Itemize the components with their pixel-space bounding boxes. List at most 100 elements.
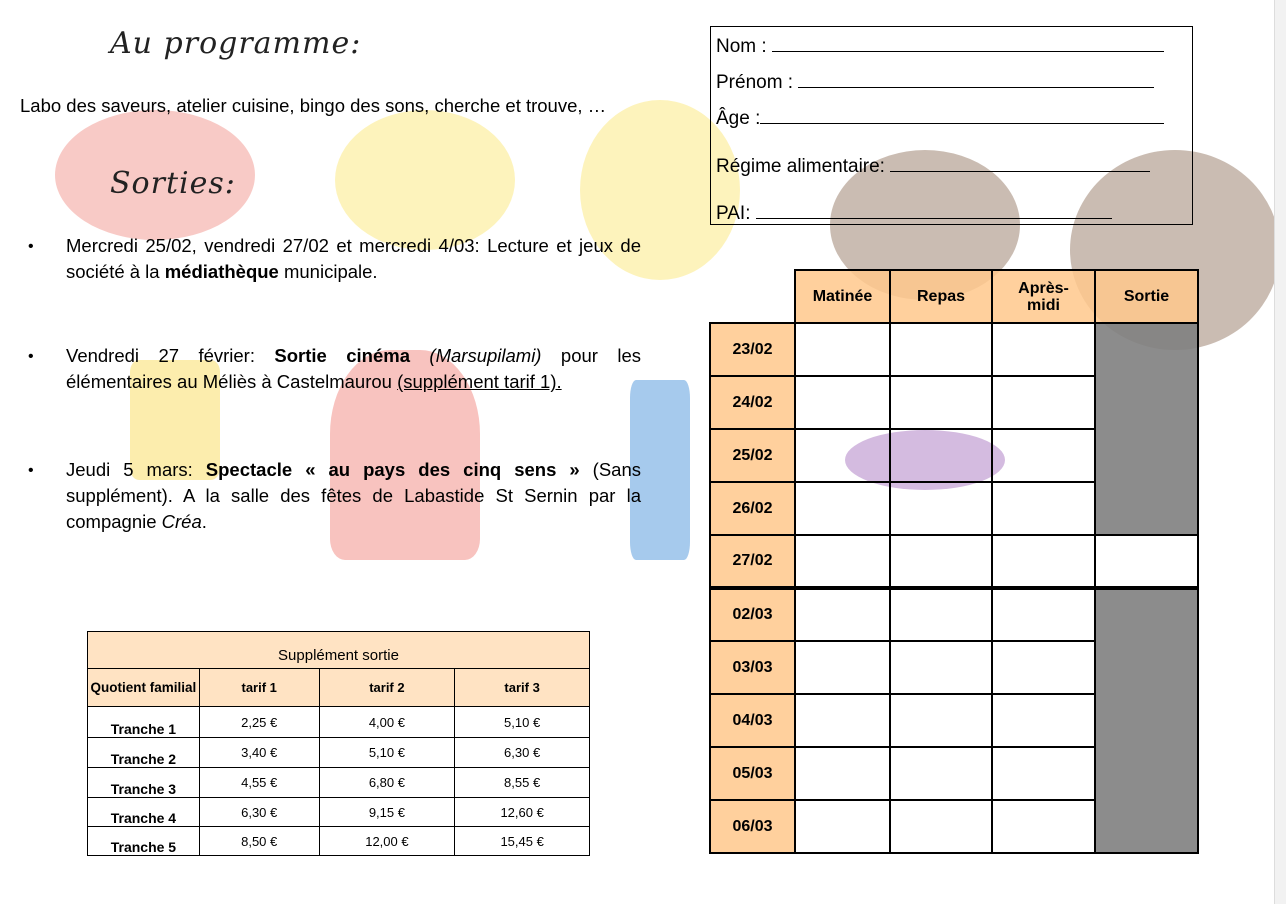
- checkbox-cell[interactable]: [794, 322, 891, 377]
- checkbox-cell[interactable]: [991, 587, 1096, 642]
- tranche-label: Tranche 5: [87, 826, 200, 856]
- outing-bold: Spectacle « au pays des cinq sens »: [205, 459, 580, 480]
- checkbox-cell[interactable]: [794, 375, 891, 430]
- outing-bold: médiathèque: [164, 261, 279, 282]
- bullet-icon: •: [28, 348, 34, 365]
- date-cell: 03/03: [709, 640, 796, 695]
- outing-item-cinema: Vendredi 27 février: Sortie cinéma (Mars…: [66, 343, 641, 395]
- checkbox-cell[interactable]: [991, 481, 1096, 536]
- price-cell: 6,80 €: [318, 767, 456, 798]
- col-matinee: Matinée: [794, 269, 891, 324]
- col-sortie: Sortie: [1094, 269, 1199, 324]
- nom-label: Nom :: [716, 36, 767, 57]
- checkbox-cell[interactable]: [991, 693, 1096, 748]
- table-row: Tranche 5 8,50 €12,00 €15,45 €: [87, 826, 590, 856]
- bullet-icon: •: [28, 238, 34, 255]
- checkbox-cell[interactable]: [991, 375, 1096, 430]
- checkbox-cell[interactable]: [991, 640, 1096, 695]
- price-cell: 2,25 €: [198, 706, 320, 738]
- date-cell: 25/02: [709, 428, 796, 483]
- checkbox-cell[interactable]: [991, 746, 1096, 801]
- pai-field[interactable]: [755, 200, 1112, 219]
- prenom-field[interactable]: [798, 69, 1155, 88]
- date-cell: 26/02: [709, 481, 796, 536]
- regime-field[interactable]: [890, 153, 1151, 172]
- header-tarif-1: tarif 1: [198, 668, 320, 707]
- checkbox-cell[interactable]: [889, 481, 993, 536]
- price-cell: 15,45 €: [454, 826, 590, 856]
- price-cell: 5,10 €: [318, 737, 456, 768]
- checkbox-cell[interactable]: [889, 587, 993, 642]
- checkbox-cell[interactable]: [794, 428, 891, 483]
- table-row: Tranche 2 3,40 €5,10 €6,30 €: [87, 737, 590, 768]
- outing-text: Vendredi 27 février:: [66, 345, 275, 366]
- checkbox-cell[interactable]: [991, 534, 1096, 589]
- checkbox-cell[interactable]: [991, 322, 1096, 377]
- tranche-label: Tranche 1: [87, 706, 200, 738]
- price-cell: 3,40 €: [198, 737, 320, 768]
- price-cell: 4,00 €: [318, 706, 456, 738]
- checkbox-cell[interactable]: [889, 640, 993, 695]
- col-apres-midi: Après-midi: [991, 269, 1096, 324]
- price-cell: 4,55 €: [198, 767, 320, 798]
- empty-corner: [710, 270, 795, 323]
- outing-italic: (Marsupilami): [410, 345, 542, 366]
- date-cell: 27/02: [709, 534, 796, 589]
- checkbox-cell[interactable]: [794, 746, 891, 801]
- age-field[interactable]: [760, 105, 1165, 124]
- checkbox-cell[interactable]: [991, 428, 1096, 483]
- date-cell: 24/02: [709, 375, 796, 430]
- outing-italic: Créa: [161, 511, 202, 532]
- outing-underline: (supplément tarif 1).: [397, 371, 562, 392]
- checkbox-cell[interactable]: [794, 640, 891, 695]
- table-row: Tranche 1 2,25 €4,00 €5,10 €: [87, 706, 590, 738]
- supplement-title: Supplément sortie: [87, 631, 590, 669]
- outing-text: Jeudi 5 mars:: [66, 459, 206, 480]
- checkbox-cell[interactable]: [794, 481, 891, 536]
- col-repas: Repas: [889, 269, 993, 324]
- outing-text: .: [201, 511, 207, 532]
- outing-text: (Sans supplément). A la salle des fêtes …: [66, 459, 641, 532]
- price-cell: 6,30 €: [454, 737, 590, 768]
- outing-text: Mercredi 25/02, vendredi 27/02 et mercre…: [66, 235, 641, 282]
- nom-field[interactable]: [771, 33, 1164, 52]
- outing-bold: Sortie cinéma: [274, 345, 411, 366]
- outings-heading: Sorties:: [110, 166, 236, 201]
- date-cell: 05/03: [709, 746, 796, 801]
- price-cell: 12,00 €: [318, 826, 456, 856]
- checkbox-cell[interactable]: [889, 799, 993, 854]
- checkbox-cell[interactable]: [889, 428, 993, 483]
- prenom-label: Prénom :: [716, 72, 794, 93]
- age-label: Âge :: [716, 108, 761, 129]
- checkbox-cell[interactable]: [889, 746, 993, 801]
- pai-label: PAI:: [716, 203, 751, 224]
- price-cell: 9,15 €: [318, 797, 456, 827]
- vertical-scrollbar[interactable]: [1274, 0, 1286, 904]
- header-tarif-2: tarif 2: [318, 668, 456, 707]
- checkbox-cell[interactable]: [889, 322, 993, 377]
- checkbox-cell[interactable]: [889, 693, 993, 748]
- date-cell: 02/03: [709, 587, 796, 642]
- outing-text: pour les élémentaires au Méliès à Castel…: [66, 345, 641, 392]
- checkbox-cell[interactable]: [794, 534, 891, 589]
- regime-label: Régime alimentaire:: [716, 156, 885, 177]
- date-cell: 04/03: [709, 693, 796, 748]
- checkbox-cell[interactable]: [794, 587, 891, 642]
- checkbox-cell[interactable]: [794, 693, 891, 748]
- checkbox-cell[interactable]: [889, 534, 993, 589]
- checkbox-cell[interactable]: [794, 799, 891, 854]
- bullet-icon: •: [28, 462, 34, 479]
- tranche-label: Tranche 3: [87, 767, 200, 798]
- sortie-disabled-cell: [1094, 322, 1199, 536]
- tranche-label: Tranche 2: [87, 737, 200, 768]
- registration-form: Nom : Prénom : Âge : Régime alimentaire:…: [710, 26, 1193, 225]
- checkbox-cell[interactable]: [1094, 534, 1199, 589]
- price-cell: 12,60 €: [454, 797, 590, 827]
- price-cell: 8,50 €: [198, 826, 320, 856]
- header-quotient: Quotient familial: [87, 668, 200, 707]
- supplement-table: Supplément sortie Quotient familial tari…: [87, 631, 590, 856]
- checkbox-cell[interactable]: [991, 799, 1096, 854]
- table-row: Tranche 3 4,55 €6,80 €8,55 €: [87, 767, 590, 798]
- tranche-label: Tranche 4: [87, 797, 200, 827]
- checkbox-cell[interactable]: [889, 375, 993, 430]
